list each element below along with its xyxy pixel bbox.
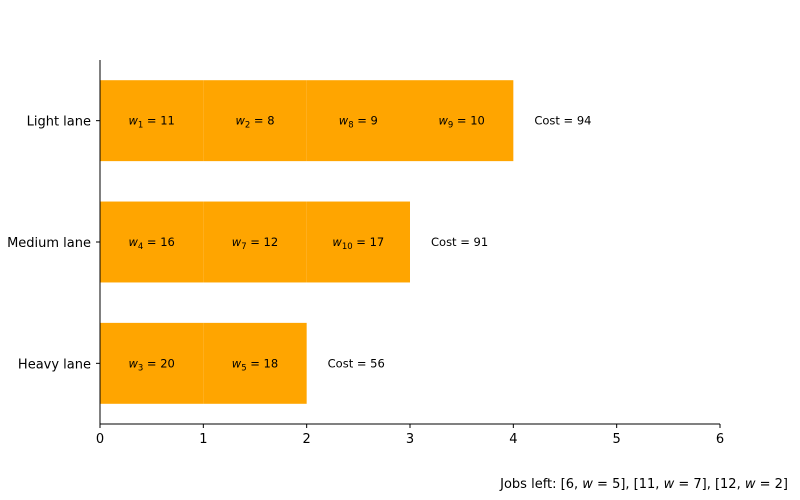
bars-layer xyxy=(100,80,514,404)
job-bar-segment xyxy=(410,80,514,162)
job-weight-label: w1 = 11 xyxy=(128,114,174,131)
jobs-left-note: Jobs left: [6, w = 5], [11, w = 7], [12,… xyxy=(499,477,788,492)
x-tick-label: 2 xyxy=(303,432,311,447)
lane-category-label: Light lane xyxy=(27,115,91,130)
x-tick-label: 1 xyxy=(199,432,207,447)
job-weight-label: w7 = 12 xyxy=(232,235,278,252)
x-tick-label: 5 xyxy=(613,432,621,447)
x-tick-label: 4 xyxy=(509,432,517,447)
job-bar-segment xyxy=(203,322,307,404)
lane-cost-label: Cost = 94 xyxy=(534,114,591,128)
job-weight-label: w3 = 20 xyxy=(128,356,174,373)
job-bar-segment xyxy=(100,201,204,283)
lane-cost-label: Cost = 91 xyxy=(431,235,488,249)
job-weight-label: w4 = 16 xyxy=(128,235,174,252)
job-bar-segment xyxy=(203,80,307,162)
job-bar-segment xyxy=(100,80,204,162)
job-bar-segment xyxy=(203,201,307,283)
job-bar-segment xyxy=(100,322,204,404)
x-tick-label: 0 xyxy=(96,432,104,447)
x-tick-label: 3 xyxy=(406,432,414,447)
lane-category-label: Heavy lane xyxy=(18,357,91,372)
lane-cost-label: Cost = 56 xyxy=(328,356,385,370)
job-weight-label: w5 = 18 xyxy=(232,356,278,373)
axes-layer: Light lane Medium lane Heavy lane 0 1 2 3 4 5 6 xyxy=(7,60,724,447)
job-bar-segment xyxy=(306,201,410,283)
job-weight-label: w8 = 9 xyxy=(339,114,378,131)
job-bar-segment xyxy=(306,80,410,162)
job-weight-label: w10 = 17 xyxy=(332,235,384,252)
lane-category-label: Medium lane xyxy=(7,236,91,251)
x-tick-label: 6 xyxy=(716,432,724,447)
job-weight-label: w9 = 10 xyxy=(438,114,484,131)
labels-layer: w1 = 11 w2 = 8 w8 = 9 w9 = 10 Cost = 94 w4 = … xyxy=(128,114,591,374)
job-weight-label: w2 = 8 xyxy=(235,114,274,131)
